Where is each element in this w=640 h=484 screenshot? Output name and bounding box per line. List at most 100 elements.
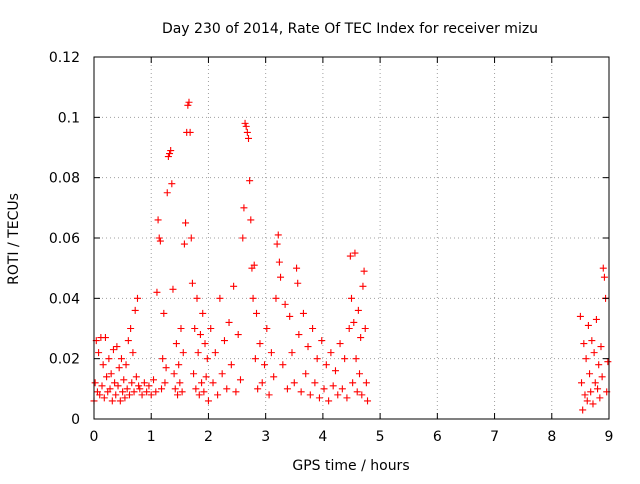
data-point <box>290 379 298 387</box>
data-points <box>90 98 612 414</box>
data-point <box>354 306 362 314</box>
data-point <box>592 315 600 323</box>
data-point <box>275 258 283 266</box>
data-point <box>357 334 365 342</box>
y-tick-label: 0.04 <box>49 291 80 307</box>
data-point <box>112 391 120 399</box>
data-point <box>304 343 312 351</box>
data-point <box>246 177 254 185</box>
data-point <box>288 349 296 357</box>
data-point <box>129 349 137 357</box>
data-point <box>203 355 211 363</box>
data-point <box>125 391 133 399</box>
data-point <box>576 312 584 320</box>
data-point <box>348 294 355 302</box>
data-point <box>227 361 235 369</box>
x-tick-label: 0 <box>90 429 99 445</box>
data-point <box>111 379 119 387</box>
data-point <box>196 331 204 339</box>
data-point <box>251 355 259 363</box>
data-point <box>232 388 240 396</box>
data-point <box>164 153 172 161</box>
data-point <box>209 379 217 387</box>
grid-lines <box>94 57 609 419</box>
x-tick-label: 4 <box>318 429 327 445</box>
data-point <box>261 361 269 369</box>
data-point <box>194 349 202 357</box>
data-point <box>293 264 301 272</box>
data-point <box>199 309 207 317</box>
x-tick-label: 6 <box>433 429 442 445</box>
data-point <box>169 285 177 293</box>
data-point <box>186 128 194 136</box>
data-point <box>338 385 346 393</box>
data-point <box>245 134 252 142</box>
x-tick-label: 5 <box>376 429 385 445</box>
data-point <box>581 391 589 399</box>
data-point <box>351 249 359 257</box>
data-point <box>334 391 342 399</box>
data-point <box>202 373 210 381</box>
plot-frame <box>93 56 610 420</box>
data-point <box>172 340 180 348</box>
data-point <box>329 382 337 390</box>
data-point <box>313 355 321 363</box>
data-point <box>595 361 603 369</box>
data-point <box>598 373 606 381</box>
data-point <box>240 204 248 212</box>
y-tick-label: 0.12 <box>49 50 80 66</box>
tick-labels: 0 1 2 3 4 5 6 7 8 9 0 0.02 0.04 0.06 0.08 0.1 0.12 <box>49 50 614 445</box>
data-point <box>223 385 231 393</box>
data-point <box>600 273 608 281</box>
data-point <box>105 355 113 363</box>
data-point <box>263 325 271 332</box>
data-point <box>184 101 192 109</box>
data-point <box>586 370 594 378</box>
data-point <box>120 376 128 384</box>
data-point <box>295 331 303 339</box>
data-point <box>345 325 353 332</box>
y-tick-label: 0.06 <box>49 231 80 247</box>
data-point <box>96 391 104 399</box>
data-point <box>131 306 139 314</box>
data-point <box>283 385 291 393</box>
data-point <box>192 385 200 393</box>
data-point <box>138 391 146 399</box>
data-point <box>121 394 129 402</box>
data-point <box>579 406 587 414</box>
data-point <box>309 325 317 332</box>
data-point <box>162 364 170 372</box>
data-point <box>103 373 111 381</box>
y-tick-label: 0.08 <box>49 171 80 187</box>
data-point <box>364 397 372 405</box>
data-point <box>349 379 357 387</box>
data-point <box>236 376 244 384</box>
data-point <box>594 385 602 393</box>
data-point <box>597 343 605 351</box>
data-point <box>166 150 174 158</box>
data-point <box>178 388 186 396</box>
y-tick-label: 0.02 <box>49 352 80 368</box>
data-point <box>99 361 107 369</box>
x-tick-label: 9 <box>605 429 614 445</box>
data-point <box>230 282 238 290</box>
data-point <box>124 337 132 345</box>
data-point <box>154 216 162 224</box>
data-point <box>95 349 103 357</box>
data-point <box>320 385 328 393</box>
data-point <box>302 370 310 378</box>
data-point <box>588 337 596 345</box>
data-point <box>277 273 285 281</box>
data-point <box>265 391 273 399</box>
data-point <box>107 370 115 378</box>
data-point <box>168 180 176 188</box>
data-point <box>315 394 323 402</box>
data-point <box>130 388 138 396</box>
data-point <box>188 279 196 287</box>
data-point <box>101 334 109 342</box>
data-point <box>272 294 280 302</box>
data-point <box>318 337 326 345</box>
y-tick-label: 0 <box>71 412 80 428</box>
